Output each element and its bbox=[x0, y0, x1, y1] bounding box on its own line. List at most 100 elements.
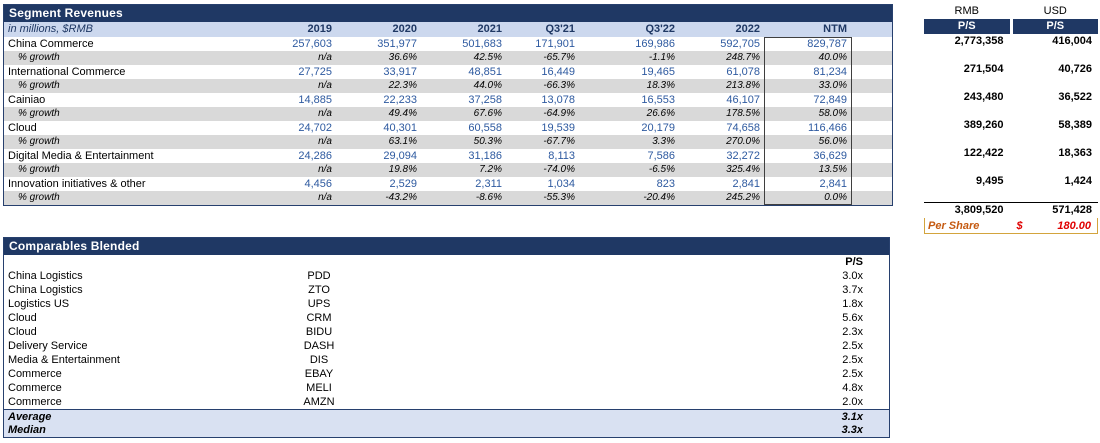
revenue-cell[interactable]: 4,456 bbox=[304, 178, 332, 190]
growth-cell[interactable]: 0.0% bbox=[824, 192, 847, 203]
valuation-cell-usd[interactable]: 36,522 bbox=[1058, 91, 1092, 103]
comparable-ps-value[interactable]: 4.8x bbox=[842, 382, 863, 394]
comparable-ticker[interactable]: UPS bbox=[307, 298, 331, 310]
revenue-cell[interactable]: 33,917 bbox=[383, 66, 417, 78]
growth-cell[interactable]: -8.6% bbox=[475, 192, 502, 203]
growth-cell[interactable]: -65.7% bbox=[543, 52, 575, 63]
growth-cell[interactable]: -74.0% bbox=[543, 164, 575, 175]
revenue-cell[interactable]: 72,849 bbox=[813, 94, 847, 106]
revenue-cell[interactable]: 27,725 bbox=[298, 66, 332, 78]
revenue-cell[interactable]: 24,286 bbox=[298, 150, 332, 162]
growth-cell[interactable]: 19.8% bbox=[388, 164, 417, 175]
revenue-cell[interactable]: 40,301 bbox=[383, 122, 417, 134]
revenue-cell[interactable]: 19,465 bbox=[641, 66, 675, 78]
revenue-cell[interactable]: 1,034 bbox=[547, 178, 575, 190]
growth-cell[interactable]: -67.7% bbox=[543, 136, 575, 147]
revenue-cell[interactable]: 257,603 bbox=[292, 38, 332, 50]
revenue-cell[interactable]: 16,553 bbox=[641, 94, 675, 106]
growth-cell[interactable]: 36.6% bbox=[388, 52, 417, 63]
valuation-cell-rmb[interactable]: 243,480 bbox=[963, 91, 1004, 103]
growth-cell[interactable]: 40.0% bbox=[818, 52, 847, 63]
growth-cell[interactable]: 178.5% bbox=[726, 108, 760, 119]
comparable-ps-value[interactable]: 2.5x bbox=[842, 354, 863, 366]
revenue-cell[interactable]: 2,841 bbox=[732, 178, 760, 190]
summary-ps-value[interactable]: 3.3x bbox=[841, 424, 863, 436]
revenue-cell[interactable]: 171,901 bbox=[535, 38, 575, 50]
revenue-cell[interactable]: 116,466 bbox=[808, 122, 847, 134]
growth-cell[interactable]: 22.3% bbox=[388, 80, 417, 91]
revenue-cell[interactable]: 19,539 bbox=[541, 122, 575, 134]
comparable-ticker[interactable]: AMZN bbox=[303, 396, 335, 408]
growth-cell[interactable]: 50.3% bbox=[473, 136, 502, 147]
comparable-ps-value[interactable]: 2.5x bbox=[842, 340, 863, 352]
comparable-ps-value[interactable]: 2.5x bbox=[842, 368, 863, 380]
growth-cell[interactable]: 245.2% bbox=[726, 192, 760, 203]
valuation-cell-rmb[interactable]: 389,260 bbox=[963, 119, 1004, 131]
growth-cell[interactable]: 18.3% bbox=[646, 80, 675, 91]
growth-cell[interactable]: n/a bbox=[318, 136, 332, 147]
growth-cell[interactable]: -64.9% bbox=[543, 108, 575, 119]
valuation-cell-rmb[interactable]: 122,422 bbox=[963, 147, 1004, 159]
growth-cell[interactable]: 7.2% bbox=[479, 164, 502, 175]
revenue-cell[interactable]: 2,311 bbox=[475, 178, 502, 190]
revenue-cell[interactable]: 37,258 bbox=[468, 94, 502, 106]
comparable-ps-value[interactable]: 2.0x bbox=[842, 396, 863, 408]
growth-cell[interactable]: -1.1% bbox=[648, 52, 675, 63]
comparable-ticker[interactable]: DIS bbox=[309, 354, 329, 366]
valuation-cell-rmb[interactable]: 2,773,358 bbox=[954, 35, 1004, 47]
growth-cell[interactable]: -20.4% bbox=[643, 192, 675, 203]
valuation-cell-rmb[interactable]: 271,504 bbox=[963, 63, 1004, 75]
growth-cell[interactable]: 56.0% bbox=[818, 136, 847, 147]
comparable-ticker[interactable]: ZTO bbox=[308, 284, 330, 296]
revenue-cell[interactable]: 7,586 bbox=[647, 150, 675, 162]
revenue-cell[interactable]: 31,186 bbox=[468, 150, 502, 162]
growth-cell[interactable]: 67.6% bbox=[473, 108, 502, 119]
revenue-cell[interactable]: 46,107 bbox=[726, 94, 760, 106]
valuation-cell-rmb[interactable]: 9,495 bbox=[975, 175, 1004, 187]
revenue-cell[interactable]: 592,705 bbox=[720, 38, 760, 50]
growth-cell[interactable]: n/a bbox=[318, 52, 332, 63]
comparable-ps-value[interactable]: 3.7x bbox=[842, 284, 863, 296]
growth-cell[interactable]: n/a bbox=[318, 108, 332, 119]
growth-cell[interactable]: 63.1% bbox=[388, 136, 417, 147]
per-share-value-cell[interactable]: $ 180.00 bbox=[1013, 220, 1098, 232]
growth-cell[interactable]: 58.0% bbox=[818, 108, 847, 119]
total-rmb[interactable]: 3,809,520 bbox=[954, 204, 1004, 216]
comparable-ticker[interactable]: DASH bbox=[303, 340, 335, 352]
growth-cell[interactable]: 49.4% bbox=[388, 108, 417, 119]
comparable-ticker[interactable]: PDD bbox=[307, 270, 331, 282]
revenue-cell[interactable]: 2,529 bbox=[389, 178, 417, 190]
growth-cell[interactable]: n/a bbox=[318, 192, 332, 203]
revenue-cell[interactable]: 13,078 bbox=[541, 94, 575, 106]
valuation-cell-usd[interactable]: 416,004 bbox=[1052, 35, 1092, 47]
revenue-cell[interactable]: 16,449 bbox=[541, 66, 575, 78]
growth-cell[interactable]: 26.6% bbox=[646, 108, 675, 119]
comparable-ps-value[interactable]: 3.0x bbox=[842, 270, 863, 282]
growth-cell[interactable]: -43.2% bbox=[385, 192, 417, 203]
valuation-cell-usd[interactable]: 18,363 bbox=[1058, 147, 1092, 159]
revenue-cell[interactable]: 29,094 bbox=[383, 150, 417, 162]
growth-cell[interactable]: 42.5% bbox=[473, 52, 502, 63]
total-usd[interactable]: 571,428 bbox=[1052, 204, 1092, 216]
revenue-cell[interactable]: 74,658 bbox=[726, 122, 760, 134]
revenue-cell[interactable]: 24,702 bbox=[298, 122, 332, 134]
growth-cell[interactable]: -55.3% bbox=[543, 192, 575, 203]
revenue-cell[interactable]: 60,558 bbox=[468, 122, 502, 134]
comparable-ps-value[interactable]: 1.8x bbox=[842, 298, 863, 310]
comparable-ticker[interactable]: MELI bbox=[306, 382, 332, 394]
comparable-ticker[interactable]: BIDU bbox=[305, 326, 333, 338]
growth-cell[interactable]: n/a bbox=[318, 164, 332, 175]
revenue-cell[interactable]: 14,885 bbox=[298, 94, 332, 106]
valuation-cell-usd[interactable]: 1,424 bbox=[1064, 175, 1092, 187]
growth-cell[interactable]: -6.5% bbox=[648, 164, 675, 175]
summary-ps-value[interactable]: 3.1x bbox=[841, 411, 863, 423]
growth-cell[interactable]: 13.5% bbox=[818, 164, 847, 175]
comparable-ticker[interactable]: CRM bbox=[306, 312, 332, 324]
growth-cell[interactable]: 3.3% bbox=[652, 136, 675, 147]
growth-cell[interactable]: -66.3% bbox=[543, 80, 575, 91]
growth-cell[interactable]: 248.7% bbox=[726, 52, 760, 63]
revenue-cell[interactable]: 48,851 bbox=[468, 66, 502, 78]
revenue-cell[interactable]: 32,272 bbox=[726, 150, 760, 162]
revenue-cell[interactable]: 61,078 bbox=[726, 66, 760, 78]
valuation-cell-usd[interactable]: 40,726 bbox=[1058, 63, 1092, 75]
